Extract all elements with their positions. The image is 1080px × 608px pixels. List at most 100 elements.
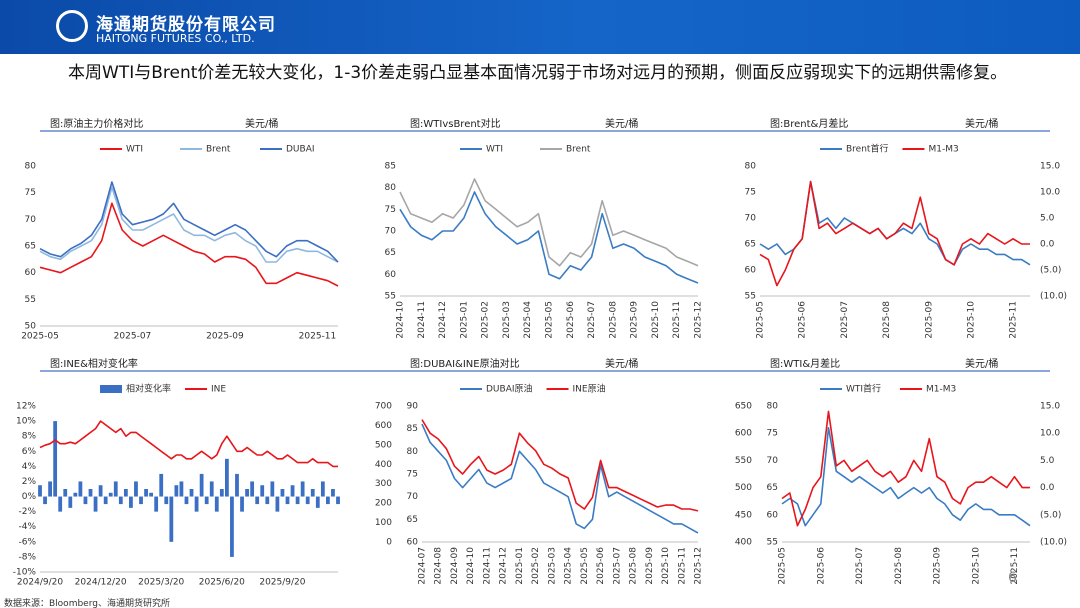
legend-label: Brent首行 [846, 143, 888, 155]
y-tick-label: 80 [745, 162, 757, 172]
x-tick-label: 2024-10 [466, 547, 476, 585]
unit-label: 美元/桶 [965, 117, 998, 130]
y-tick-label: 60 [745, 266, 757, 276]
x-tick-label: 2025-03 [547, 547, 557, 585]
legend-label: Brent [566, 145, 591, 155]
y-tick-label: 65 [25, 242, 36, 252]
y-tick-label: 650 [735, 402, 752, 412]
bar [285, 496, 290, 505]
bar [53, 421, 58, 497]
bar [235, 473, 239, 497]
x-tick-label: 2025-06 [816, 547, 826, 585]
bar [103, 496, 108, 505]
x-tick-label: 2024-07 [418, 547, 428, 585]
y-tick-label: 70 [25, 215, 37, 225]
bar [320, 481, 325, 497]
legend-label: INE [211, 385, 226, 395]
y-tick-label: 450 [735, 510, 752, 520]
y3-tick-label: 55 [767, 538, 778, 548]
bar [214, 496, 219, 512]
x-tick-label: 2025-08 [629, 547, 639, 585]
bar [149, 492, 154, 497]
bar [245, 489, 249, 497]
y-tick-label: 200 [375, 499, 392, 509]
x-tick-label: 2025-05 [21, 332, 59, 342]
legend-label: DUBAI原油 [486, 383, 533, 395]
x-tick-label: 2024-11 [482, 547, 492, 585]
bar [68, 496, 73, 508]
bar [219, 489, 224, 497]
x-tick-label: 2025-01 [515, 547, 525, 585]
y2-tick-label: (10.0) [1040, 538, 1067, 548]
x-tick-label: 2025-05 [545, 301, 555, 339]
x-tick-label: 2025-11 [677, 547, 687, 585]
x-tick-label: 2024-12 [499, 547, 509, 585]
bar [48, 481, 52, 497]
y-tick-label: 80 [385, 183, 397, 193]
x-tick-label: 2025-10 [651, 301, 661, 339]
y-tick-label: 0% [22, 492, 37, 502]
chart-title: 图:WTI&月差比 [770, 357, 840, 370]
y2-tick-label: 5.0 [1040, 214, 1055, 224]
source: 数据来源：Bloomberg、海通期货研究所 [4, 599, 170, 608]
y3-tick-label: 85 [407, 424, 418, 434]
y-tick-label: 75 [25, 188, 36, 198]
x-tick-label: 2025-09 [206, 332, 244, 342]
bar [315, 496, 320, 508]
y2-tick-label: (10.0) [1040, 292, 1067, 302]
y2-tick-label: 5.0 [1040, 456, 1055, 466]
x-tick-label: 2025-08 [882, 301, 892, 339]
line [39, 420, 338, 468]
line [759, 180, 1031, 266]
bar [63, 489, 68, 497]
x-tick-label: 2025-05 [580, 547, 590, 585]
x-tick-label: 2025-07 [587, 301, 597, 339]
y-tick-label: 55 [25, 295, 36, 305]
x-tick-label: 2025-07 [840, 301, 850, 339]
header-bar: 海通期货股份有限公司 HAITONG FUTURES CO., LTD. [0, 0, 1080, 54]
line [399, 178, 699, 267]
y2-tick-label: 10.0 [1040, 429, 1060, 439]
bar [144, 489, 148, 497]
bar [159, 473, 164, 497]
bar [240, 496, 244, 512]
y3-tick-label: 70 [767, 456, 779, 466]
x-tick-label: 2024/12/20 [75, 578, 127, 588]
y-tick-label: 80 [25, 162, 37, 172]
x-tick-label: 2025-11 [1009, 301, 1019, 339]
bar [93, 496, 98, 512]
y3-tick-label: 75 [767, 429, 778, 439]
unit-label: 美元/桶 [965, 357, 998, 370]
line [759, 180, 1030, 287]
y-tick-label: 75 [745, 188, 756, 198]
chart-title: 图:Brent&月差比 [770, 117, 848, 130]
y2-tick-label: (5.0) [1040, 266, 1061, 276]
y-tick-label: 0 [386, 538, 392, 548]
y-tick-label: 4% [22, 462, 37, 472]
bar [78, 481, 83, 497]
x-tick-label: 2025-12 [694, 301, 704, 339]
y-tick-label: 6% [22, 447, 37, 457]
x-tick-label: 2025-10 [966, 301, 976, 339]
y2-tick-label: 15.0 [1040, 162, 1060, 172]
x-tick-label: 2025-09 [630, 301, 640, 339]
line [421, 423, 699, 534]
bar [184, 496, 189, 505]
bar [331, 489, 335, 497]
chart-title: 图:INE&相对变化率 [50, 357, 138, 370]
unit-label: 美元/桶 [245, 117, 278, 130]
line [781, 427, 1031, 527]
legend-label: DUBAI [286, 145, 315, 155]
bar [123, 489, 128, 497]
bar [113, 481, 118, 497]
y3-tick-label: 80 [407, 447, 419, 457]
y3-tick-label: 60 [767, 510, 779, 520]
y-tick-label: 400 [375, 460, 392, 470]
y3-tick-label: 65 [407, 515, 418, 525]
bar [199, 473, 204, 497]
x-tick-label: 2025-08 [608, 301, 618, 339]
x-tick-label: 2024-08 [434, 547, 444, 585]
unit-label: 美元/桶 [605, 357, 638, 370]
legend-label: M1-M3 [928, 145, 958, 155]
